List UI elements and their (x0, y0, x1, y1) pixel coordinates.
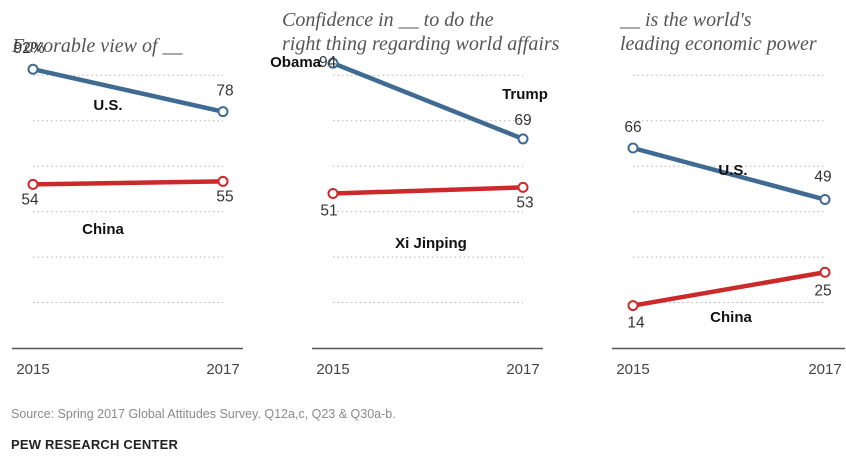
source-note: Source: Spring 2017 Global Attitudes Sur… (11, 407, 396, 421)
data-label: 14 (627, 315, 645, 332)
data-label: 49 (814, 169, 831, 186)
series-line (630, 145, 828, 202)
data-label: 54 (21, 191, 39, 208)
data-point (517, 181, 529, 193)
data-label: 78 (216, 83, 233, 100)
x-tick-label: 2017 (506, 361, 539, 378)
data-point (217, 175, 229, 187)
series-label: Trump (502, 86, 548, 103)
data-point (327, 57, 339, 69)
data-point (27, 63, 39, 75)
x-tick-label: 2017 (206, 361, 239, 378)
series-line (330, 185, 526, 196)
data-point (819, 266, 831, 278)
x-tick-label: 2015 (316, 361, 349, 378)
series-label: China (710, 309, 752, 326)
credit-line: PEW RESEARCH CENTER (11, 437, 179, 452)
x-tick-label: 2015 (16, 361, 49, 378)
series-label: China (82, 221, 124, 238)
series-line (30, 179, 226, 187)
data-label: 53 (516, 194, 533, 211)
chart-panel-2: Confidence in __ to do the right thing re… (270, 9, 560, 378)
x-tick-label: 2015 (616, 361, 649, 378)
data-label: 51 (320, 202, 337, 219)
data-label: 25 (814, 282, 831, 299)
data-point (627, 142, 639, 154)
data-label: 94 (319, 54, 337, 71)
data-point (517, 133, 529, 145)
panel-title: Favorable view of __ (11, 35, 184, 57)
series-label: U.S. (93, 97, 122, 114)
series-label: Obama (270, 54, 322, 71)
data-point (819, 194, 831, 206)
data-point (627, 300, 639, 312)
data-point (27, 178, 39, 190)
data-label: 92% (13, 40, 44, 57)
chart-area: Favorable view of __ 2015 2017 92% 78 U.S. 54 5… (11, 9, 845, 378)
series-label: Xi Jinping (395, 235, 467, 252)
data-label: 69 (514, 112, 531, 129)
data-label: 55 (216, 188, 233, 205)
series-line (630, 270, 828, 308)
data-point (217, 106, 229, 118)
chart-panel-3: __ is the world's leading economic power 2… (612, 9, 845, 378)
series-line (330, 60, 526, 142)
data-label: 66 (624, 119, 641, 136)
chart-panel-1: Favorable view of __ 2015 2017 92% 78 U.S. 54 5… (11, 35, 243, 378)
x-tick-label: 2017 (808, 361, 841, 378)
panel-title: Confidence in __ to do the right thing re… (282, 9, 560, 55)
series-label: U.S. (718, 162, 747, 179)
data-point (327, 187, 339, 199)
panel-title: __ is the world's leading economic power (619, 9, 817, 55)
series-line (30, 66, 226, 114)
